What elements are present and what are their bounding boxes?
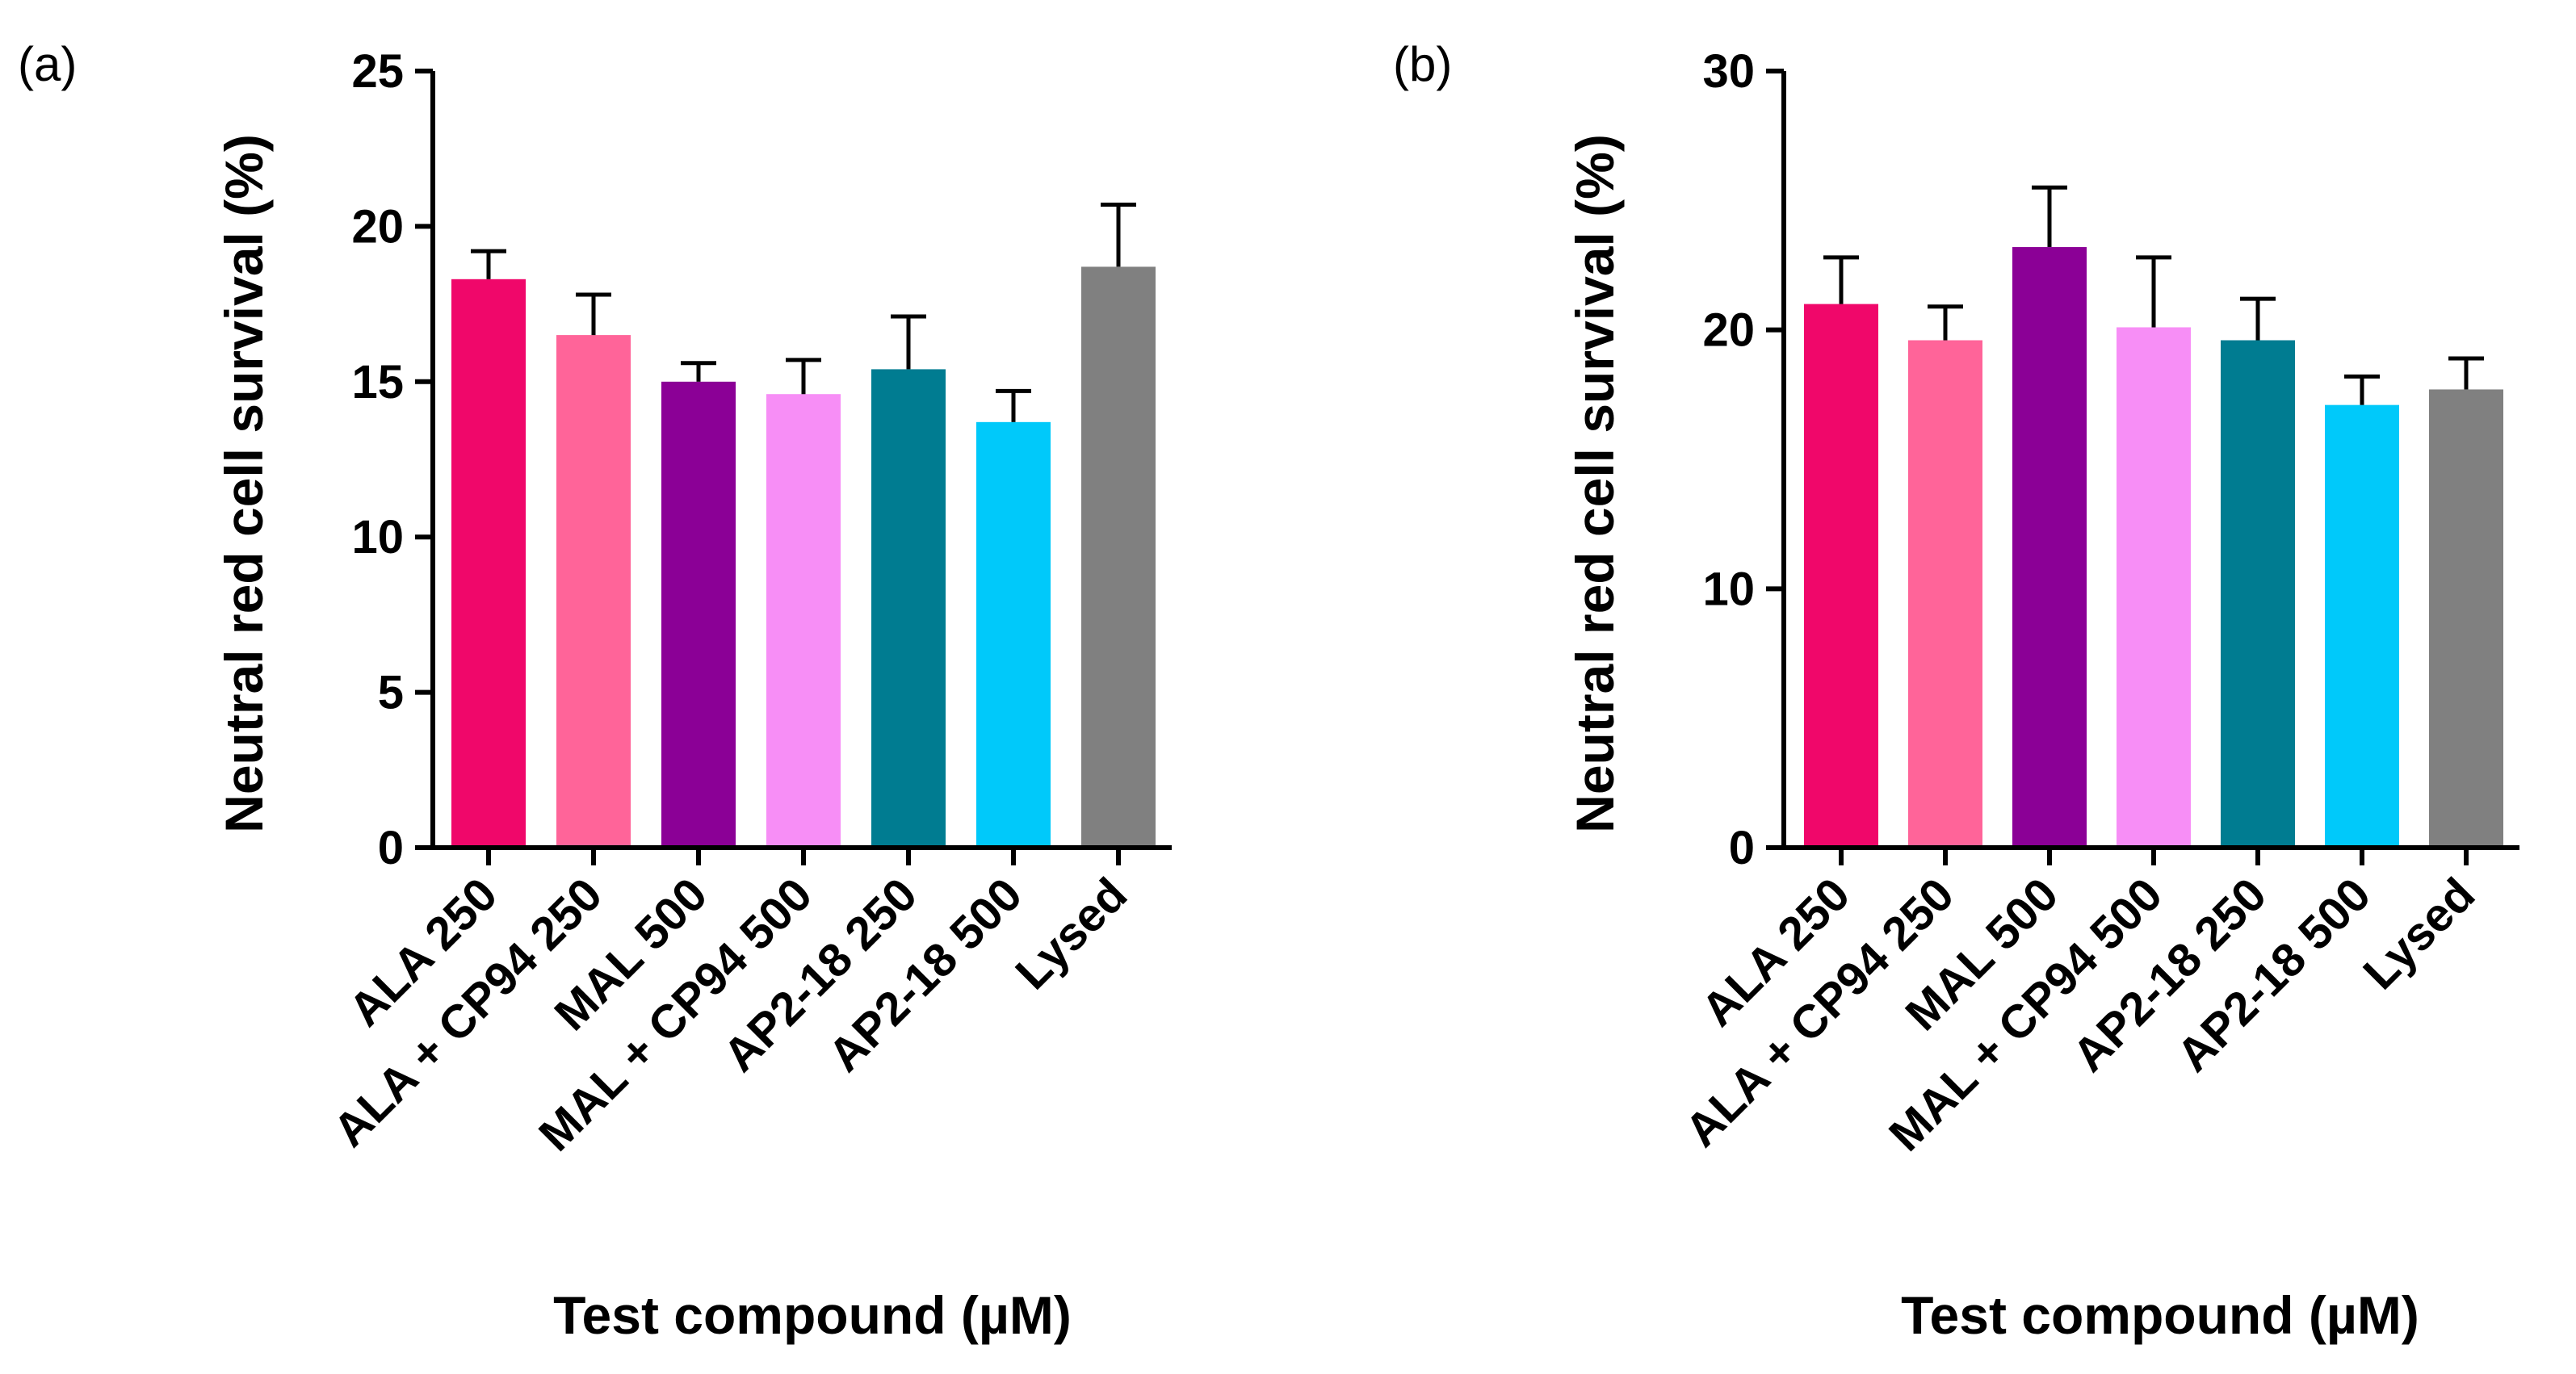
- bar: [2117, 327, 2191, 848]
- x-tick-label: Lysed: [1005, 868, 1137, 999]
- panel-label: (a): [18, 37, 77, 91]
- x-tick-label: Lysed: [2353, 868, 2485, 999]
- bar: [2429, 389, 2503, 848]
- y-axis-title: Neutral red cell survival (%): [214, 134, 274, 833]
- y-tick-label: 10: [1702, 563, 1755, 615]
- bar: [661, 381, 736, 848]
- y-tick-label: 25: [351, 45, 404, 98]
- bar: [2012, 247, 2087, 848]
- y-axis-title: Neutral red cell survival (%): [1565, 134, 1625, 833]
- bar: [2221, 340, 2295, 848]
- bar: [2325, 404, 2399, 848]
- x-axis-title: Test compound (µM): [553, 1285, 1072, 1345]
- y-tick-label: 20: [351, 200, 404, 253]
- bar: [1081, 266, 1156, 848]
- bar: [1804, 304, 1878, 848]
- bar: [976, 421, 1051, 848]
- bar: [1908, 340, 1982, 848]
- panel-label: (b): [1393, 37, 1452, 91]
- bar: [451, 279, 526, 848]
- bar: [871, 369, 946, 848]
- x-axis-title: Test compound (µM): [1901, 1285, 2419, 1345]
- bar: [556, 335, 631, 848]
- y-tick-label: 0: [378, 822, 404, 874]
- bar: [766, 394, 841, 848]
- y-tick-label: 30: [1702, 45, 1755, 98]
- y-tick-label: 5: [378, 667, 404, 719]
- y-tick-label: 0: [1729, 822, 1755, 874]
- y-tick-label: 15: [351, 356, 404, 408]
- y-tick-label: 20: [1702, 304, 1755, 357]
- y-tick-label: 10: [351, 511, 404, 563]
